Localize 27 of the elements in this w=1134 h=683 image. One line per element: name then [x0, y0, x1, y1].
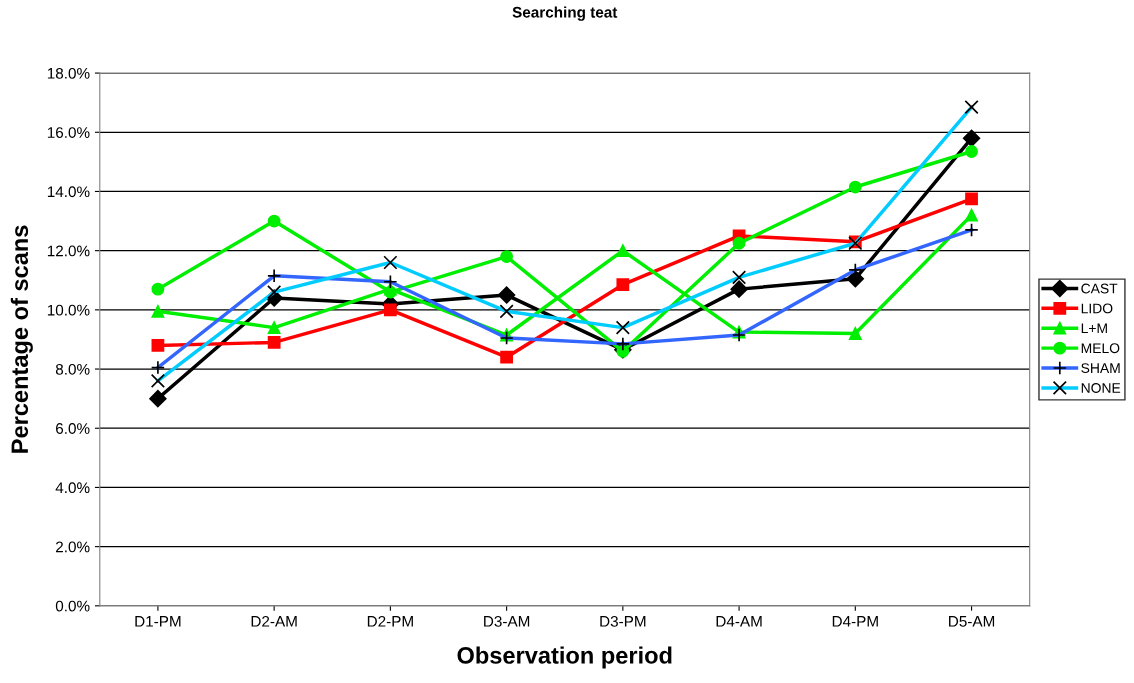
y-tick-label: 6.0% [56, 423, 90, 434]
legend-label: NONE [1081, 383, 1121, 393]
y-tick-label: 10.0% [47, 304, 90, 316]
legend-label: L+M [1081, 323, 1107, 334]
y-tick-label: 0.0% [55, 600, 90, 612]
y-tick-label: 12.0% [47, 245, 90, 257]
x-tick-label: D3-PM [600, 615, 646, 627]
y-axis-title: Percentage of scans [10, 225, 33, 453]
x-tick-label: D2-AM [251, 615, 297, 627]
chart-title: Searching teat [512, 6, 618, 21]
x-tick-label: D4-AM [716, 616, 762, 627]
legend-label: MELO [1081, 343, 1120, 354]
y-tick-label: 8.0% [55, 363, 90, 375]
x-tick-label: D2-PM [367, 615, 413, 627]
x-axis-title: Observation period [457, 646, 672, 669]
x-tick-label: D5-AM [949, 616, 995, 627]
x-tick-label: D1-PM [135, 616, 181, 627]
x-tick-label: D3-AM [484, 615, 530, 627]
y-tick-label: 2.0% [56, 541, 90, 553]
y-tick-label: 16.0% [47, 127, 90, 138]
y-tick-label: 18.0% [47, 67, 90, 79]
y-tick-label: 14.0% [47, 186, 90, 198]
x-tick-label: D4-PM [832, 616, 878, 627]
legend-label: LIDO [1081, 303, 1113, 314]
legend-label: SHAM [1081, 363, 1120, 374]
legend-label: CAST [1081, 283, 1118, 294]
y-tick-label: 4.0% [55, 482, 90, 494]
